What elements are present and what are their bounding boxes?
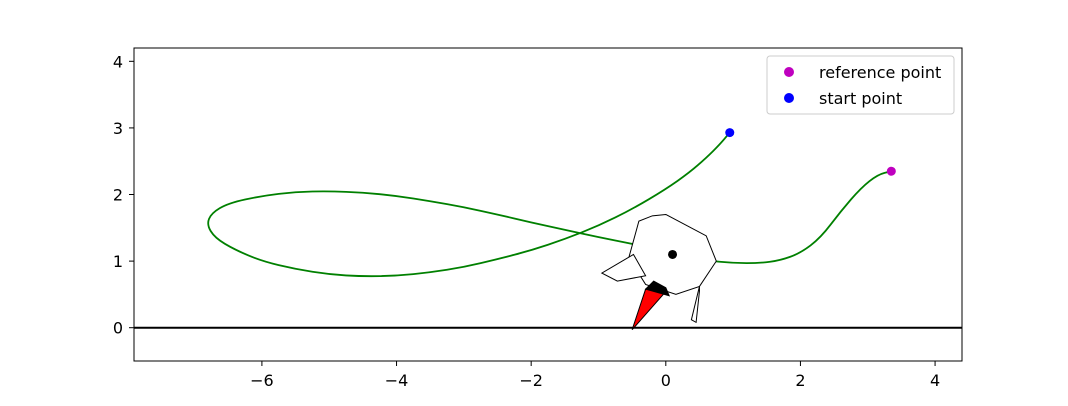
y-tick-label: 0 — [113, 319, 123, 338]
legend-marker-start-point — [784, 93, 794, 103]
x-tick-label: −2 — [519, 371, 543, 390]
legend-label-start-point: start point — [819, 89, 902, 108]
legend-box — [766, 55, 955, 115]
vehicle-right-leg — [690, 286, 700, 324]
plot-frame — [133, 47, 963, 362]
start-point-marker — [725, 128, 735, 138]
legend: reference point start point — [766, 55, 955, 115]
x-axis: −6 −4 −2 0 2 4 — [250, 361, 940, 390]
plot-content — [134, 128, 962, 331]
x-tick-label: 2 — [795, 371, 805, 390]
y-axis: 0 1 2 3 4 — [113, 52, 134, 338]
legend-marker-reference-point — [784, 67, 794, 77]
x-tick-label: −4 — [385, 371, 409, 390]
x-tick-label: 0 — [661, 371, 671, 390]
y-tick-label: 2 — [113, 186, 123, 205]
thruster-nozzle — [644, 280, 671, 297]
reference-point-marker — [886, 166, 896, 176]
trajectory-line — [207, 131, 893, 278]
legend-label-reference-point: reference point — [819, 63, 941, 82]
y-tick-label: 3 — [113, 119, 123, 138]
y-tick-label: 4 — [113, 52, 123, 71]
vehicle-center-point — [668, 249, 678, 259]
x-tick-label: −6 — [250, 371, 274, 390]
vehicle-left-leg — [600, 253, 647, 282]
y-tick-label: 1 — [113, 252, 123, 271]
x-tick-label: 4 — [930, 371, 940, 390]
